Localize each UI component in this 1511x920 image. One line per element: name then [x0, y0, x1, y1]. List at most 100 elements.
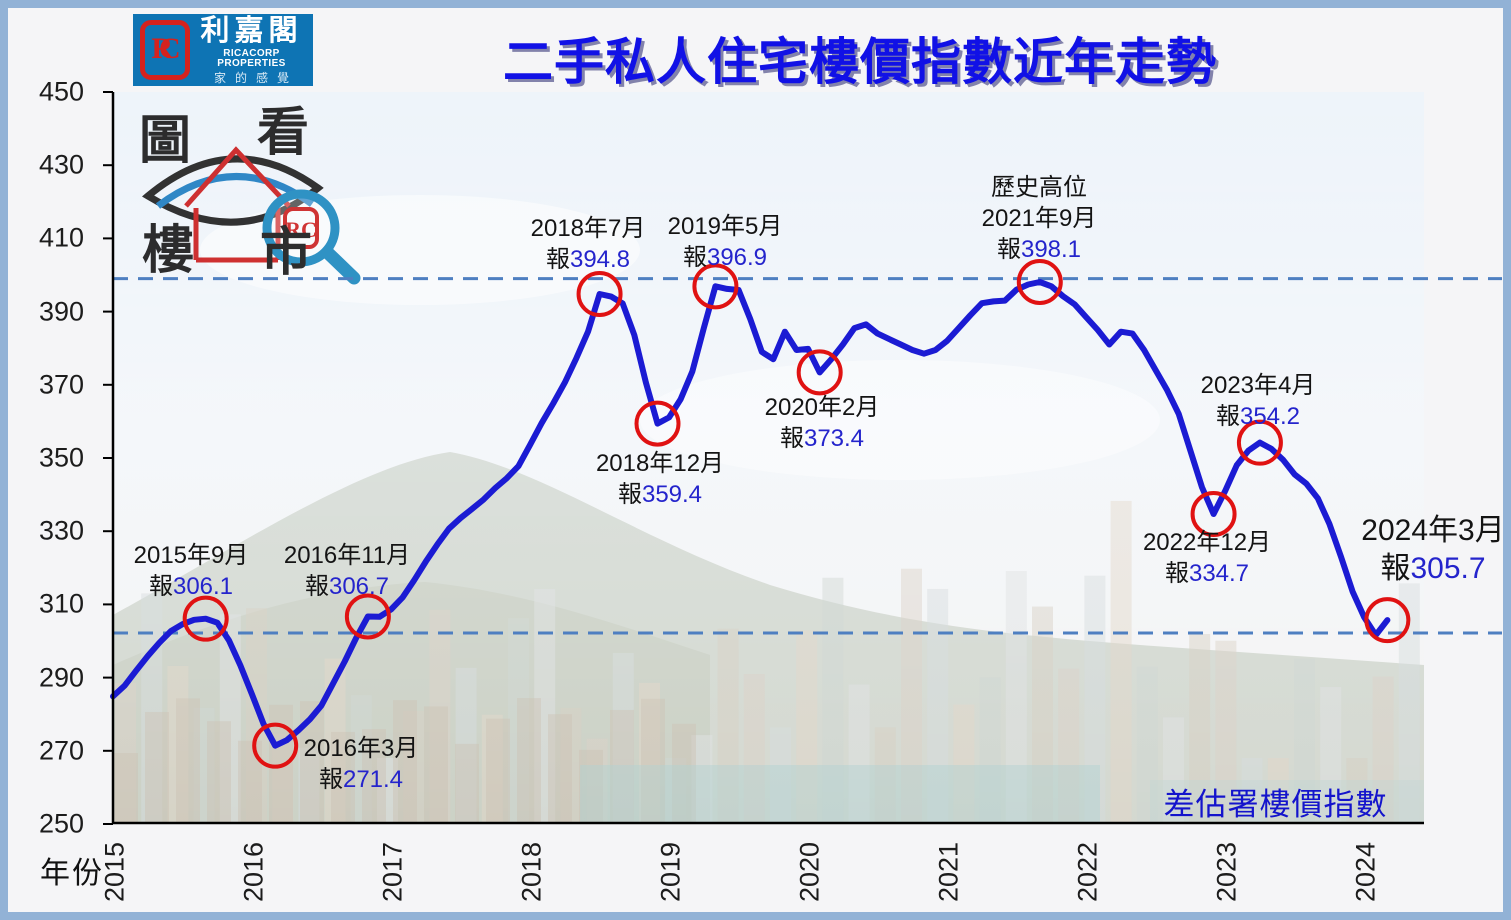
annotation: 歷史高位 2021年9月 報398.1	[982, 172, 1097, 265]
logo-name-en: RICACORP PROPERTIES	[217, 47, 286, 69]
annotation-value-line: 報271.4	[304, 764, 419, 795]
y-tick-label: 350	[38, 442, 84, 473]
highlight-circle	[634, 400, 681, 447]
price-line-series	[110, 279, 1391, 749]
logo-name-zh: 利嘉閣	[200, 14, 303, 47]
annotation: 2019年5月 報396.9	[668, 211, 783, 273]
x-tick-label: 2021	[933, 841, 964, 903]
annotation-date: 歷史高位	[991, 174, 1087, 201]
highlight-circle	[1236, 419, 1283, 466]
annotation-date: 2016年3月	[303, 735, 419, 762]
annotation-value-line: 報398.1	[982, 234, 1097, 265]
rc-mini-emblem-letters: RC	[285, 217, 317, 242]
annotation-date: 2020年2月	[764, 394, 880, 421]
annotation-value-line: 報373.4	[765, 423, 880, 454]
watermark-char: 樓	[142, 222, 194, 280]
ricacorp-logo: RC 利嘉閣 RICACORP PROPERTIES 家的感覺	[133, 14, 313, 86]
annotation-value: 306.7	[328, 573, 390, 600]
annotation-date: 2023年4月	[1200, 372, 1316, 399]
magnifier-icon	[262, 189, 340, 267]
annotation-value-line: 報306.7	[284, 571, 410, 602]
annotation-value-line: 報354.2	[1201, 401, 1316, 432]
x-tick-label: 2015	[99, 841, 130, 903]
annotation: 2023年4月 報354.2	[1201, 370, 1316, 432]
reference-lines	[113, 277, 1502, 635]
annotation-value-prefix: 報	[1164, 560, 1189, 587]
y-tick-label: 450	[38, 76, 84, 107]
watermark-char: 看	[257, 105, 309, 162]
eye-outline-icon	[141, 155, 324, 226]
annotation-value: 373.4	[803, 425, 865, 452]
annotation-value: 359.4	[641, 481, 703, 508]
house-outline-icon	[184, 146, 291, 263]
highlight-circle	[796, 349, 843, 396]
annotation-value: 334.7	[1188, 560, 1250, 587]
annotation: 2016年11月 報306.7	[284, 540, 410, 602]
y-tick-label: 330	[38, 515, 84, 546]
annotation-value-line: 報396.9	[668, 242, 783, 273]
x-axis-title: 年份	[40, 857, 104, 890]
highlight-circle	[344, 593, 391, 640]
annotation-value-prefix: 報	[617, 481, 642, 508]
highlight-circle	[1016, 258, 1063, 305]
annotation-value: 354.2	[1239, 403, 1301, 430]
annotation-value-prefix: 報	[1215, 403, 1240, 430]
annotation-value-prefix: 報	[779, 425, 804, 452]
y-tick-label: 250	[38, 808, 84, 839]
annotation: 2016年3月 報271.4	[304, 733, 419, 795]
annotation-value-line: 報306.1	[134, 571, 249, 602]
annotation-value-prefix: 報	[148, 573, 173, 600]
x-tick-label: 2020	[794, 841, 825, 903]
y-axis-ticks	[103, 91, 113, 825]
annotation-value-prefix: 報	[682, 244, 707, 271]
x-tick-label: 2019	[655, 841, 686, 903]
annotation-date: 2018年7月	[530, 215, 646, 242]
logo-tagline: 家的感覺	[213, 70, 298, 85]
annotation-date: 2022年12月	[1142, 529, 1272, 556]
annotation-value-prefix: 報	[304, 573, 329, 600]
annotation-value: 305.7	[1410, 552, 1486, 585]
annotation-date: 2018年12月	[595, 450, 725, 477]
highlight-circle	[576, 271, 623, 318]
ricacorp-emblem-icon: RC	[140, 20, 190, 80]
annotation-value: 306.1	[172, 573, 234, 600]
annotation: 2020年2月 報373.4	[765, 392, 880, 454]
annotation: 2018年12月 報359.4	[596, 448, 724, 510]
axes	[103, 91, 1424, 825]
annotation-date: 2016年11月	[283, 542, 411, 569]
watermark-logo: RC 圖 看 樓 市	[139, 105, 361, 285]
annotation-value-line: 報305.7	[1361, 550, 1504, 588]
y-tick-label: 390	[38, 296, 84, 327]
annotation-value: 394.8	[569, 246, 631, 273]
highlight-circle	[1364, 597, 1411, 644]
annotation: 2024年3月 報305.7	[1361, 512, 1504, 588]
magnifier-handle-icon	[321, 246, 361, 285]
y-tick-label: 410	[38, 222, 84, 253]
annotation-date: 2015年9月	[133, 542, 249, 569]
annotation-value-prefix: 報	[545, 246, 570, 273]
annotation-value-prefix: 報	[996, 236, 1021, 263]
source-label: 差估署樓價指數	[1163, 787, 1388, 822]
annotation-value-prefix: 報	[318, 766, 343, 793]
annotation-value-line: 報359.4	[596, 479, 724, 510]
x-tick-label: 2017	[377, 841, 408, 903]
y-tick-label: 310	[38, 588, 84, 619]
annotation-date: 2024年3月	[1361, 514, 1505, 547]
watermark-char: 圖	[139, 113, 191, 170]
annotation: 2022年12月 報334.7	[1143, 527, 1271, 589]
annotation-value: 398.1	[1020, 236, 1082, 263]
x-tick-label: 2023	[1211, 841, 1242, 903]
annotation-date: 2019年5月	[667, 213, 783, 240]
highlight-circle	[252, 722, 299, 769]
annotation-value-prefix: 報	[1380, 552, 1411, 585]
highlight-circle	[1190, 490, 1237, 537]
highlight-circle	[182, 595, 229, 642]
annotation-date: 2021年9月	[981, 205, 1097, 232]
annotation-value-line: 報394.8	[531, 244, 646, 275]
annotation-value-line: 報334.7	[1143, 558, 1271, 589]
x-tick-label: 2022	[1072, 841, 1103, 903]
y-tick-label: 370	[38, 369, 84, 400]
annotation: 2018年7月 報394.8	[531, 213, 646, 275]
